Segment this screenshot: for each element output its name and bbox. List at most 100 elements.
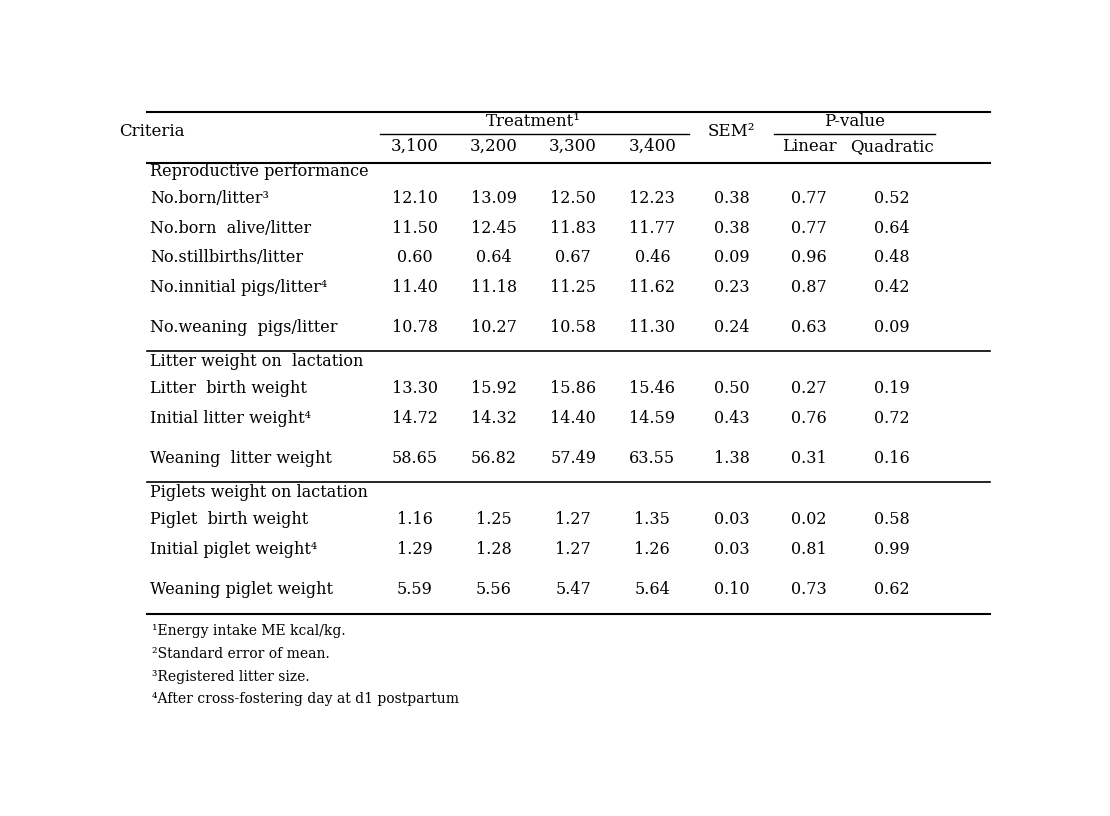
- Text: Treatment¹: Treatment¹: [486, 113, 581, 131]
- Text: 5.64: 5.64: [635, 581, 670, 598]
- Text: SEM²: SEM²: [708, 122, 755, 140]
- Text: 5.56: 5.56: [476, 581, 512, 598]
- Text: No.born  alive/litter: No.born alive/litter: [150, 220, 311, 237]
- Text: 3,300: 3,300: [549, 138, 597, 155]
- Text: 0.76: 0.76: [791, 410, 827, 427]
- Text: 1.28: 1.28: [476, 541, 512, 558]
- Text: 1.26: 1.26: [635, 541, 670, 558]
- Text: 0.02: 0.02: [791, 512, 827, 529]
- Text: 11.62: 11.62: [629, 279, 675, 295]
- Text: 0.60: 0.60: [397, 249, 433, 266]
- Text: 56.82: 56.82: [471, 450, 517, 467]
- Text: 11.25: 11.25: [551, 279, 596, 295]
- Text: 0.23: 0.23: [714, 279, 749, 295]
- Text: 15.92: 15.92: [471, 380, 517, 397]
- Text: Weaning piglet weight: Weaning piglet weight: [150, 581, 333, 598]
- Text: 12.50: 12.50: [551, 190, 596, 207]
- Text: 11.83: 11.83: [551, 220, 596, 237]
- Text: 0.77: 0.77: [791, 190, 827, 207]
- Text: ¹Energy intake ME kcal/kg.: ¹Energy intake ME kcal/kg.: [152, 624, 345, 638]
- Text: Criteria: Criteria: [119, 122, 184, 140]
- Text: Quadratic: Quadratic: [850, 138, 934, 155]
- Text: 14.40: 14.40: [551, 410, 596, 427]
- Text: 0.10: 0.10: [714, 581, 749, 598]
- Text: 0.87: 0.87: [791, 279, 827, 295]
- Text: 0.96: 0.96: [791, 249, 827, 266]
- Text: Litter weight on  lactation: Litter weight on lactation: [150, 353, 363, 370]
- Text: 5.59: 5.59: [397, 581, 433, 598]
- Text: 10.78: 10.78: [392, 318, 437, 335]
- Text: 0.64: 0.64: [874, 220, 910, 237]
- Text: 0.81: 0.81: [791, 541, 827, 558]
- Text: 12.23: 12.23: [629, 190, 675, 207]
- Text: 58.65: 58.65: [392, 450, 438, 467]
- Text: 0.43: 0.43: [714, 410, 749, 427]
- Text: 0.42: 0.42: [875, 279, 910, 295]
- Text: 0.77: 0.77: [791, 220, 827, 237]
- Text: 14.59: 14.59: [629, 410, 675, 427]
- Text: No.born/litter³: No.born/litter³: [150, 190, 269, 207]
- Text: 12.45: 12.45: [471, 220, 517, 237]
- Text: Litter  birth weight: Litter birth weight: [150, 380, 306, 397]
- Text: 0.99: 0.99: [874, 541, 910, 558]
- Text: ²Standard error of mean.: ²Standard error of mean.: [152, 647, 330, 661]
- Text: 3,400: 3,400: [628, 138, 676, 155]
- Text: 11.40: 11.40: [392, 279, 437, 295]
- Text: 11.77: 11.77: [629, 220, 675, 237]
- Text: 12.10: 12.10: [392, 190, 437, 207]
- Text: 0.46: 0.46: [635, 249, 670, 266]
- Text: No.weaning  pigs/litter: No.weaning pigs/litter: [150, 318, 337, 335]
- Text: 57.49: 57.49: [551, 450, 596, 467]
- Text: 13.30: 13.30: [392, 380, 437, 397]
- Text: 10.27: 10.27: [471, 318, 517, 335]
- Text: 0.03: 0.03: [714, 541, 749, 558]
- Text: 1.27: 1.27: [555, 512, 591, 529]
- Text: 1.38: 1.38: [714, 450, 749, 467]
- Text: 5.47: 5.47: [555, 581, 591, 598]
- Text: ⁴After cross-fostering day at d1 postpartum: ⁴After cross-fostering day at d1 postpar…: [152, 692, 458, 707]
- Text: Piglets weight on lactation: Piglets weight on lactation: [150, 484, 367, 501]
- Text: 10.58: 10.58: [551, 318, 596, 335]
- Text: 63.55: 63.55: [629, 450, 675, 467]
- Text: 0.67: 0.67: [555, 249, 591, 266]
- Text: 14.32: 14.32: [471, 410, 517, 427]
- Text: 0.03: 0.03: [714, 512, 749, 529]
- Text: Weaning  litter weight: Weaning litter weight: [150, 450, 332, 467]
- Text: 0.16: 0.16: [874, 450, 910, 467]
- Text: 0.24: 0.24: [714, 318, 749, 335]
- Text: P-value: P-value: [824, 113, 885, 131]
- Text: 13.09: 13.09: [471, 190, 517, 207]
- Text: 11.30: 11.30: [629, 318, 675, 335]
- Text: 1.29: 1.29: [397, 541, 433, 558]
- Text: Initial piglet weight⁴: Initial piglet weight⁴: [150, 541, 317, 558]
- Text: ³Registered litter size.: ³Registered litter size.: [152, 670, 310, 684]
- Text: 0.19: 0.19: [874, 380, 910, 397]
- Text: Linear: Linear: [781, 138, 836, 155]
- Text: 0.50: 0.50: [714, 380, 749, 397]
- Text: No.innitial pigs/litter⁴: No.innitial pigs/litter⁴: [150, 279, 327, 295]
- Text: 0.31: 0.31: [791, 450, 827, 467]
- Text: 1.35: 1.35: [635, 512, 670, 529]
- Text: 3,100: 3,100: [391, 138, 438, 155]
- Text: 0.58: 0.58: [874, 512, 910, 529]
- Text: 0.73: 0.73: [791, 581, 827, 598]
- Text: Reproductive performance: Reproductive performance: [150, 163, 369, 180]
- Text: 0.09: 0.09: [874, 318, 910, 335]
- Text: Initial litter weight⁴: Initial litter weight⁴: [150, 410, 311, 427]
- Text: 1.16: 1.16: [397, 512, 433, 529]
- Text: 1.27: 1.27: [555, 541, 591, 558]
- Text: 15.46: 15.46: [629, 380, 675, 397]
- Text: No.stillbirths/litter: No.stillbirths/litter: [150, 249, 303, 266]
- Text: 3,200: 3,200: [471, 138, 518, 155]
- Text: Piglet  birth weight: Piglet birth weight: [150, 512, 309, 529]
- Text: 0.62: 0.62: [874, 581, 910, 598]
- Text: 0.48: 0.48: [874, 249, 910, 266]
- Text: 0.72: 0.72: [874, 410, 910, 427]
- Text: 0.64: 0.64: [476, 249, 512, 266]
- Text: 0.09: 0.09: [714, 249, 749, 266]
- Text: 1.25: 1.25: [476, 512, 512, 529]
- Text: 0.52: 0.52: [874, 190, 910, 207]
- Text: 11.18: 11.18: [471, 279, 517, 295]
- Text: 14.72: 14.72: [392, 410, 437, 427]
- Text: 0.38: 0.38: [714, 190, 749, 207]
